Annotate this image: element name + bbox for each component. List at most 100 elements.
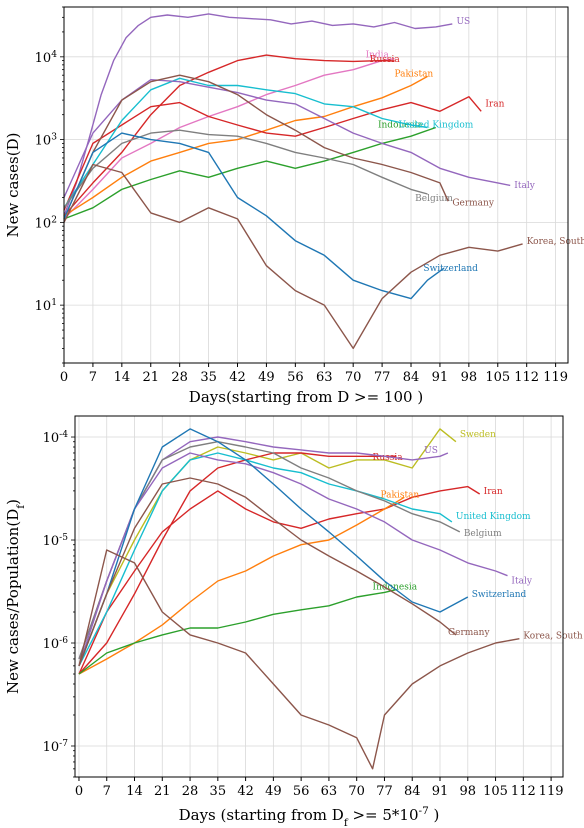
x-tick-label: 49 (265, 784, 282, 799)
x-tick-label: 7 (103, 784, 111, 799)
x-tick-label: 63 (321, 784, 338, 799)
series-line-korea-south (78, 549, 520, 770)
series-line-germany (63, 74, 449, 220)
x-tick-label: 112 (511, 784, 536, 799)
x-tick-label: 112 (514, 370, 539, 385)
x-tick-label: 91 (432, 784, 449, 799)
series-line-pakistan (78, 496, 405, 675)
series-label: Russia (373, 453, 404, 463)
series-label: US (456, 17, 470, 27)
series-label: Iran (484, 487, 503, 497)
series-line-italy (78, 452, 508, 667)
x-tick-label: 98 (460, 784, 477, 799)
y-tick-label: 10-5 (43, 533, 69, 549)
y-tick-label: 101 (35, 298, 57, 314)
series-line-iran (63, 95, 482, 211)
y-tick-label: 104 (35, 50, 58, 66)
x-tick-label: 105 (485, 370, 510, 385)
series-line-korea-south (63, 163, 523, 350)
series-line-sweden (78, 428, 457, 667)
series-line-russia (78, 452, 397, 675)
series-label: Pakistan (394, 69, 433, 79)
x-tick-label: 77 (374, 370, 391, 385)
x-tick-label: 63 (316, 370, 333, 385)
series-label: Iran (485, 100, 504, 110)
y-tick-label: 10-4 (43, 430, 69, 446)
series-label: Korea, South (523, 632, 583, 642)
x-tick-label: 49 (258, 370, 275, 385)
x-tick-label: 7 (89, 370, 97, 385)
series-label: Pakistan (380, 490, 419, 500)
y-tick-label: 10-7 (43, 739, 69, 755)
series-line-russia (63, 54, 395, 217)
x-tick-label: 21 (154, 784, 171, 799)
series-label: Italy (511, 576, 532, 586)
y-axis-label: New cases/Population(Df) (4, 499, 27, 694)
series-label: Germany (452, 198, 495, 208)
series-label: Switzerland (472, 590, 527, 600)
series-label: Indonesia (378, 121, 423, 131)
x-tick-label: 14 (114, 370, 131, 385)
x-tick-label: 70 (348, 784, 365, 799)
series-label: Sweden (460, 430, 496, 440)
x-tick-label: 35 (210, 784, 227, 799)
series-label: Belgium (415, 194, 453, 204)
x-tick-label: 28 (171, 370, 188, 385)
series-label: Italy (514, 181, 535, 191)
series-label: Indonesia (373, 583, 418, 593)
series-line-germany (78, 477, 457, 667)
series-line-switzerland (78, 428, 469, 667)
x-tick-label: 28 (182, 784, 199, 799)
series-label: Switzerland (423, 264, 478, 274)
plot-frame (74, 415, 564, 778)
series-line-us (63, 13, 453, 217)
x-tick-label: 98 (461, 370, 478, 385)
x-tick-label: 84 (403, 370, 420, 385)
series-line-indonesia (78, 588, 397, 675)
x-tick-label: 56 (293, 784, 310, 799)
x-tick-label: 14 (126, 784, 143, 799)
series-line-pakistan (63, 75, 428, 217)
plot-frame (63, 6, 569, 364)
series-line-indonesia (63, 126, 437, 220)
x-axis-label: Days (starting from Df >= 5*10-7 ) (179, 805, 440, 828)
x-tick-label: 91 (432, 370, 449, 385)
series-line-belgium (63, 129, 428, 209)
x-tick-label: 35 (200, 370, 217, 385)
x-tick-label: 105 (483, 784, 508, 799)
series-line-india (63, 58, 395, 220)
series-line-iran (78, 485, 481, 675)
x-tick-label: 77 (376, 784, 393, 799)
series-label: India (366, 51, 390, 61)
series-label: United Kingdom (456, 512, 531, 522)
series-label: Belgium (464, 529, 502, 539)
x-tick-label: 56 (287, 370, 304, 385)
x-tick-label: 119 (539, 784, 564, 799)
x-tick-label: 42 (237, 784, 254, 799)
x-tick-label: 0 (60, 370, 68, 385)
series-line-united-kingdom (63, 77, 428, 209)
x-axis-label: Days(starting from D >= 100 ) (189, 388, 423, 406)
x-tick-label: 42 (229, 370, 246, 385)
y-tick-label: 10-6 (43, 636, 69, 652)
y-tick-label: 103 (35, 133, 58, 149)
series-label: US (424, 446, 438, 456)
y-tick-label: 102 (35, 215, 57, 231)
series-label: Germany (448, 628, 491, 638)
y-axis-label: New cases(D) (4, 133, 22, 238)
series-label: United Kingdom (399, 121, 474, 131)
series-line-united-kingdom (78, 452, 453, 667)
x-tick-label: 84 (404, 784, 421, 799)
series-line-belgium (78, 441, 461, 660)
x-tick-label: 119 (543, 370, 568, 385)
series-line-switzerland (63, 132, 445, 300)
series-label: Russia (370, 55, 401, 65)
series-line-italy (63, 78, 511, 198)
x-tick-label: 70 (345, 370, 362, 385)
series-label: Korea, South (527, 237, 584, 247)
chart-2: Sweden Russia US Iran Pakistan United Kingdom… (4, 415, 583, 828)
x-tick-label: 0 (75, 784, 83, 799)
x-tick-label: 21 (142, 370, 159, 385)
